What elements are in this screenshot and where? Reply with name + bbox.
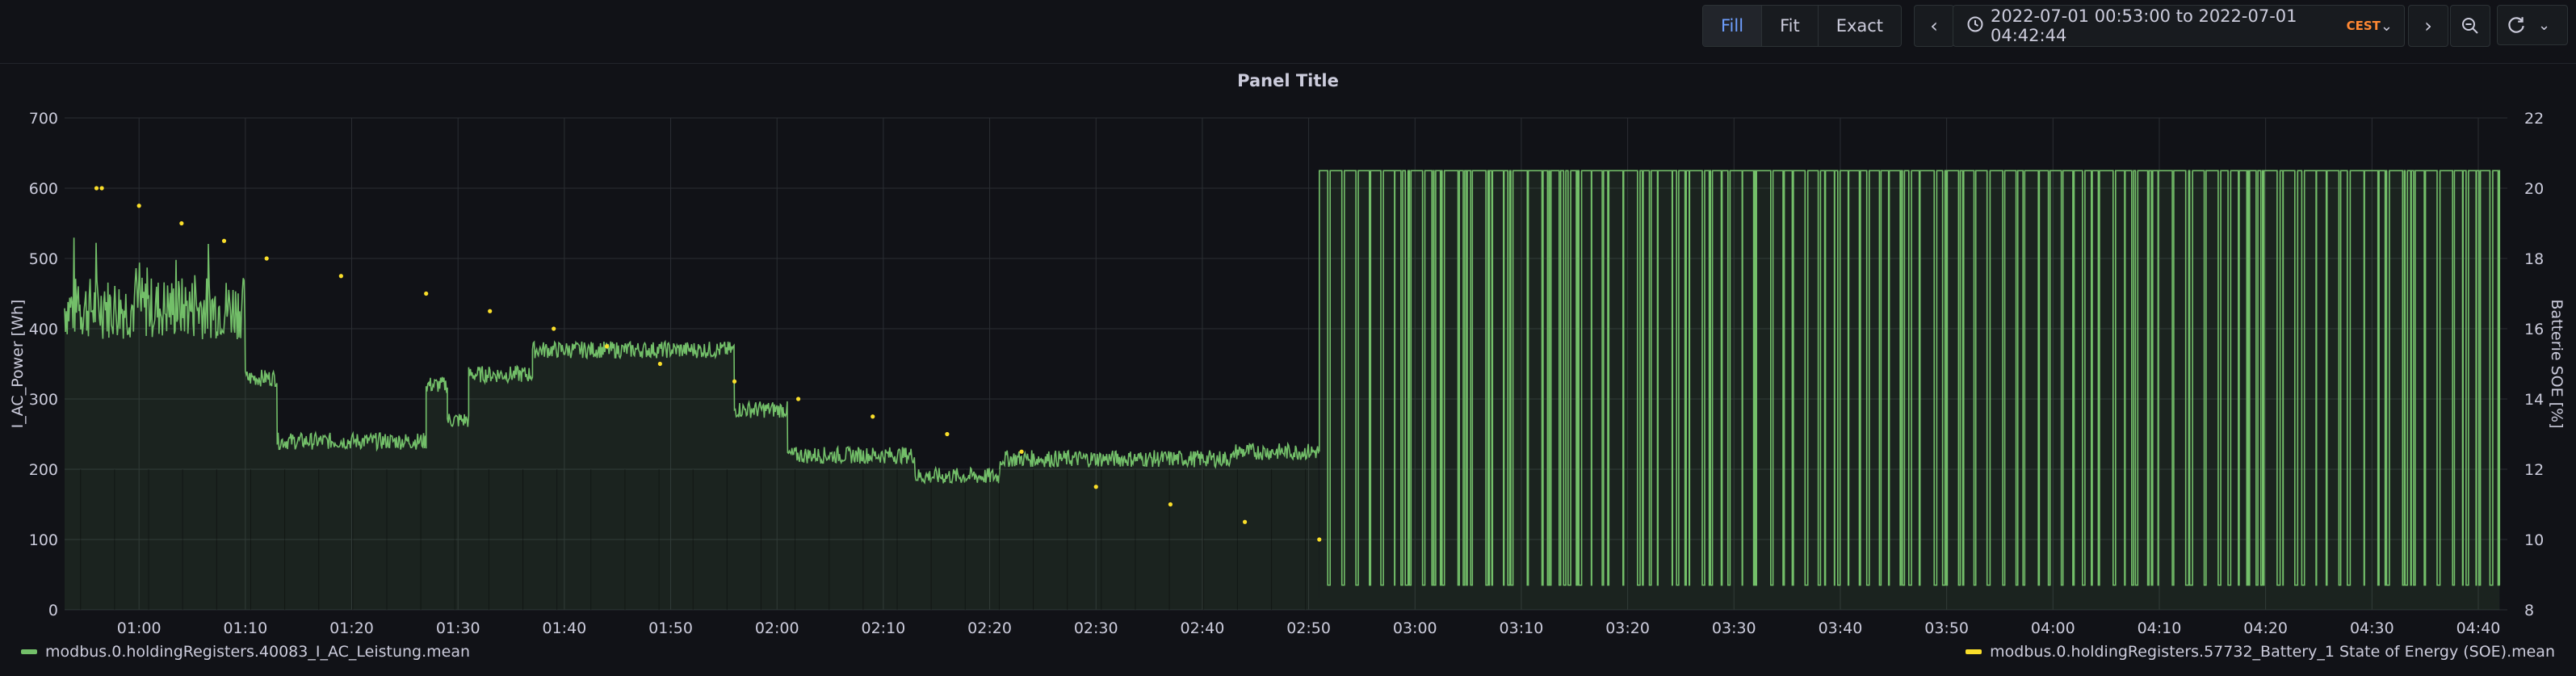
legend-swatch bbox=[21, 649, 37, 654]
panel-title: Panel Title bbox=[1237, 71, 1339, 90]
chevron-right-icon[interactable]: › bbox=[2408, 5, 2448, 47]
legend-swatch bbox=[1966, 649, 1982, 654]
x-tick-label: 04:30 bbox=[2350, 619, 2394, 637]
series-battery-soe-point bbox=[945, 431, 950, 437]
x-tick-label: 04:00 bbox=[2031, 619, 2075, 637]
refresh-button[interactable]: ⌄ bbox=[2497, 5, 2568, 45]
time-range-text: 2022-07-01 00:53:00 to 2022-07-01 04:42:… bbox=[1991, 6, 2297, 45]
y-right-tick-label: 14 bbox=[2524, 391, 2544, 409]
legend-item-ac-power[interactable]: modbus.0.holdingRegisters.40083_I_AC_Lei… bbox=[21, 643, 470, 661]
x-tick-label: 02:10 bbox=[862, 619, 906, 637]
chevron-down-icon: ⌄ bbox=[2380, 17, 2393, 35]
x-tick-label: 01:20 bbox=[329, 619, 374, 637]
x-tick-label: 03:30 bbox=[1712, 619, 1756, 637]
series-battery-soe-point bbox=[604, 344, 610, 349]
y-left-tick-label: 200 bbox=[29, 461, 58, 479]
x-tick-label: 01:00 bbox=[117, 619, 162, 637]
y-left-tick-label: 300 bbox=[29, 391, 58, 409]
x-tick-label: 02:50 bbox=[1286, 619, 1331, 637]
y-right-axis-label: Batterie SOE [%] bbox=[2548, 299, 2566, 428]
series-battery-soe-point bbox=[264, 256, 269, 261]
y-left-tick-label: 500 bbox=[29, 250, 58, 268]
fit-button[interactable]: Fit bbox=[1762, 6, 1819, 46]
x-tick-label: 04:40 bbox=[2456, 619, 2501, 637]
x-tick-label: 04:20 bbox=[2243, 619, 2288, 637]
series-battery-soe-point bbox=[657, 361, 662, 367]
series-battery-soe-point bbox=[94, 186, 99, 191]
y-left-tick-label: 700 bbox=[29, 110, 58, 128]
chevron-left-icon[interactable]: ‹ bbox=[1914, 5, 1954, 47]
x-tick-label: 02:40 bbox=[1181, 619, 1225, 637]
x-tick-label: 03:10 bbox=[1500, 619, 1544, 637]
x-tick-label: 03:20 bbox=[1605, 619, 1650, 637]
series-battery-soe-point bbox=[1242, 519, 1248, 524]
x-tick-label: 01:50 bbox=[648, 619, 693, 637]
legend-label: modbus.0.holdingRegisters.40083_I_AC_Lei… bbox=[45, 643, 471, 661]
series-battery-soe-point bbox=[1317, 537, 1322, 542]
series-battery-soe-point bbox=[552, 326, 556, 331]
x-tick-label: 01:30 bbox=[436, 619, 480, 637]
y-left-axis-label: I_AC_Power [Wh] bbox=[9, 300, 27, 429]
x-tick-label: 01:10 bbox=[223, 619, 267, 637]
series-battery-soe-point bbox=[99, 186, 104, 191]
y-left-tick-label: 600 bbox=[29, 180, 58, 198]
legend-item-battery-soe[interactable]: modbus.0.holdingRegisters.57732_Battery_… bbox=[1966, 643, 2555, 661]
series-battery-soe-point bbox=[1019, 449, 1024, 454]
series-battery-soe-point bbox=[338, 274, 343, 279]
fill-button[interactable]: Fill bbox=[1703, 6, 1763, 46]
series-battery-soe-point bbox=[488, 309, 493, 313]
y-right-tick-label: 8 bbox=[2524, 602, 2534, 619]
clock-icon bbox=[1966, 15, 1984, 37]
series-battery-soe-point bbox=[424, 291, 429, 296]
zoom-mode-group: Fill Fit Exact bbox=[1702, 5, 1903, 47]
series-battery-soe-point bbox=[179, 220, 184, 226]
y-right-tick-label: 22 bbox=[2524, 110, 2544, 128]
x-tick-label: 01:40 bbox=[542, 619, 586, 637]
x-tick-label: 03:00 bbox=[1393, 619, 1437, 637]
refresh-icon bbox=[2508, 17, 2524, 33]
series-battery-soe-point bbox=[1093, 485, 1098, 489]
chevron-down-icon: ⌄ bbox=[2538, 16, 2551, 34]
time-range-picker[interactable]: 2022-07-01 00:53:00 to 2022-07-01 04:42:… bbox=[1953, 5, 2405, 47]
y-right-tick-label: 20 bbox=[2524, 180, 2544, 198]
y-right-tick-label: 12 bbox=[2524, 461, 2544, 479]
series-battery-soe-point bbox=[221, 238, 227, 243]
x-tick-label: 02:00 bbox=[755, 619, 799, 637]
y-left-tick-label: 100 bbox=[29, 531, 58, 549]
series-ac-power-osc-line bbox=[1319, 170, 2501, 586]
toolbar: Fill Fit Exact ‹ 2022-07-01 00:53:00 to … bbox=[0, 0, 2576, 64]
zoom-out-icon bbox=[2462, 18, 2478, 34]
series-battery-soe-point bbox=[795, 397, 801, 401]
exact-button[interactable]: Exact bbox=[1836, 16, 1884, 36]
series-battery-soe-point bbox=[1168, 502, 1173, 507]
y-left-tick-label: 0 bbox=[48, 602, 58, 619]
x-tick-label: 02:20 bbox=[967, 619, 1012, 637]
y-right-tick-label: 18 bbox=[2524, 250, 2544, 268]
series-ac-power-area bbox=[65, 237, 1319, 610]
series-battery-soe-point bbox=[732, 379, 737, 384]
x-tick-label: 03:40 bbox=[1819, 619, 1863, 637]
x-tick-label: 03:50 bbox=[1924, 619, 1969, 637]
zoom-out-button[interactable] bbox=[2450, 5, 2490, 47]
legend-label: modbus.0.holdingRegisters.57732_Battery_… bbox=[1990, 643, 2555, 661]
y-left-tick-label: 400 bbox=[29, 321, 58, 338]
x-tick-label: 04:10 bbox=[2138, 619, 2182, 637]
timezone-badge: CEST bbox=[2346, 19, 2381, 33]
y-right-tick-label: 16 bbox=[2524, 321, 2544, 338]
y-right-tick-label: 10 bbox=[2524, 531, 2544, 549]
series-battery-soe-point bbox=[871, 414, 875, 419]
x-tick-label: 02:30 bbox=[1074, 619, 1118, 637]
series-ac-power-line bbox=[64, 237, 1319, 485]
series-battery-soe-point bbox=[136, 204, 141, 208]
